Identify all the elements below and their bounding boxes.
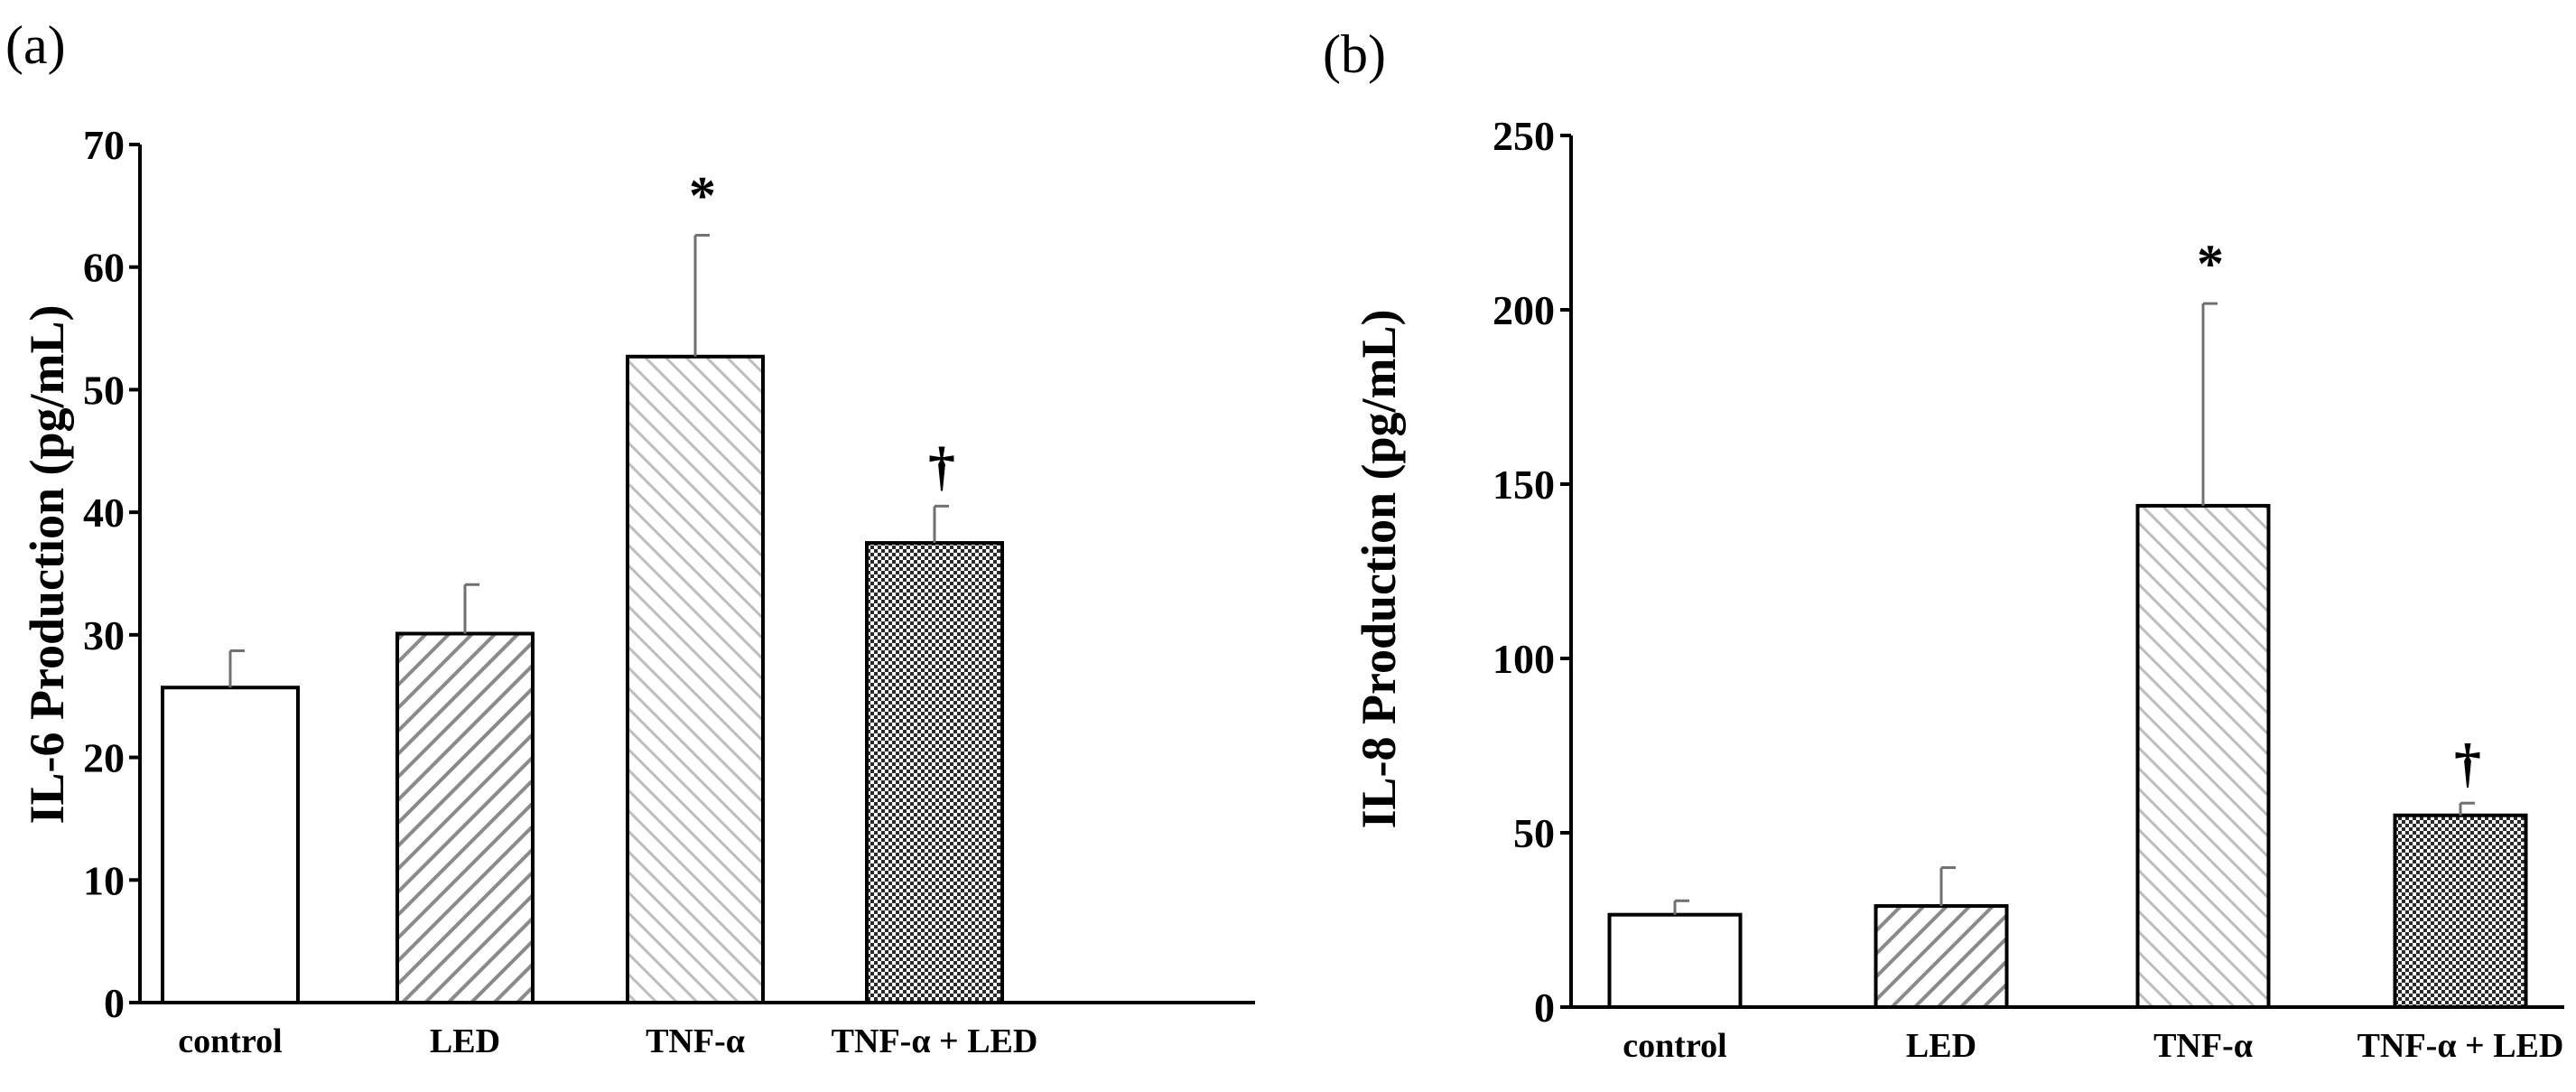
y-axis-label-il8: IL-8 Production (pg/mL) xyxy=(1352,309,1406,828)
bar xyxy=(626,354,765,1004)
bar xyxy=(1874,904,2009,1009)
panel-il6: (a) IL-6 Production (pg/mL) 0 10 20 30 40 50 6… xyxy=(5,15,1255,1060)
x-category-label: TNF-α + LED xyxy=(2357,1027,2564,1065)
y-tick-label: 150 xyxy=(1493,462,1555,508)
y-tick-label: 70 xyxy=(83,122,125,168)
bars-il8 xyxy=(1607,503,2528,1010)
x-category-label: control xyxy=(178,1022,282,1060)
y-tick-label: 60 xyxy=(83,245,125,291)
error-bars-il6 xyxy=(228,233,949,688)
error-bar xyxy=(1939,866,1956,907)
panel-il8: (b) IL-8 Production (pg/mL) 0 50 100 150 200… xyxy=(1323,24,2564,1065)
significance-marker: † xyxy=(928,436,955,496)
bar xyxy=(2135,503,2271,1009)
bar xyxy=(2393,813,2528,1010)
y-tick-label: 250 xyxy=(1493,113,1555,159)
bar xyxy=(161,686,300,1004)
bar xyxy=(865,541,1004,1004)
y-tick-label: 200 xyxy=(1493,287,1555,333)
y-tick-label: 30 xyxy=(83,612,125,658)
error-bar xyxy=(693,233,710,357)
y-tick-label: 100 xyxy=(1493,636,1555,682)
y-tick-label: 20 xyxy=(83,735,125,781)
x-category-label: control xyxy=(1623,1027,1726,1065)
x-category-label: TNF-α xyxy=(646,1022,745,1060)
x-category-label: TNF-α + LED xyxy=(832,1022,1038,1060)
y-ticks-il6: 0 10 20 30 40 50 60 70 xyxy=(83,122,140,1026)
bars-il6 xyxy=(161,354,1004,1004)
y-ticks-il8: 0 50 100 150 200 250 xyxy=(1493,113,1571,1031)
y-tick-label: 40 xyxy=(83,490,125,536)
y-tick-label: 10 xyxy=(83,857,125,903)
error-bar xyxy=(1673,899,1689,915)
error-bars-il8 xyxy=(1673,302,2475,915)
x-category-label: LED xyxy=(1906,1027,1976,1065)
annotations-il8: *† xyxy=(2197,234,2481,793)
y-tick-label: 50 xyxy=(1513,810,1555,856)
y-axis-label-il6: IL-6 Production (pg/mL) xyxy=(20,304,74,824)
x-category-label: LED xyxy=(430,1022,500,1060)
error-bar xyxy=(463,583,479,634)
y-tick-label: 50 xyxy=(83,367,125,413)
significance-marker: * xyxy=(689,165,716,225)
y-tick-label: 0 xyxy=(104,980,125,1026)
panel-label-b: (b) xyxy=(1323,24,1386,84)
error-bar xyxy=(2459,801,2475,816)
error-bar xyxy=(933,504,949,544)
x-categories-il6: control LED TNF-α TNF-α + LED xyxy=(178,1022,1037,1060)
x-category-label: TNF-α xyxy=(2153,1027,2253,1065)
bar xyxy=(395,631,535,1004)
x-categories-il8: control LED TNF-α TNF-α + LED xyxy=(1623,1027,2563,1065)
error-bar xyxy=(228,649,245,688)
significance-marker: † xyxy=(2454,733,2481,793)
significance-marker: * xyxy=(2197,234,2224,294)
error-bar xyxy=(2201,302,2218,506)
annotations-il6: *† xyxy=(689,165,955,496)
panel-label-a: (a) xyxy=(5,15,66,75)
bar xyxy=(1607,912,1743,1010)
y-tick-label: 0 xyxy=(1534,985,1555,1031)
